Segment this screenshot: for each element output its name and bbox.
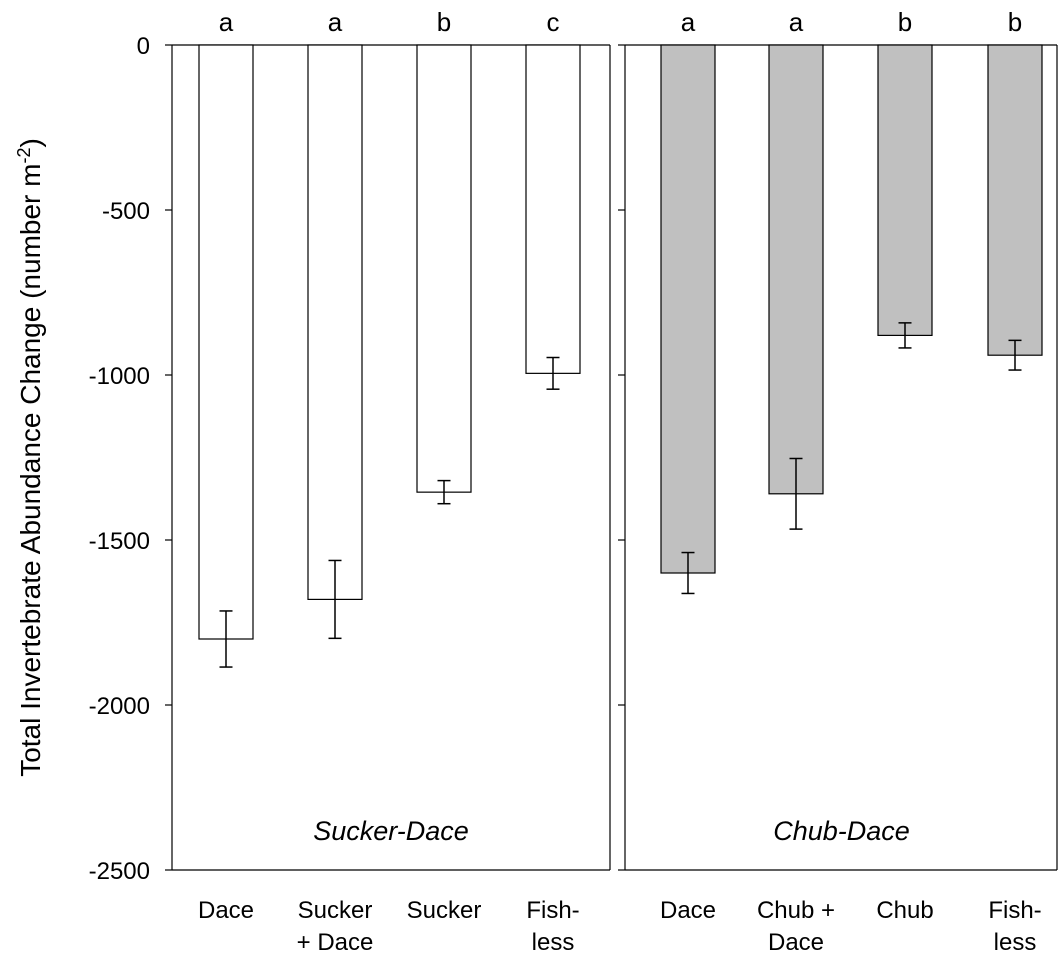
panel-1-bar-3 — [416, 44, 472, 493]
significance-letter: a — [219, 7, 234, 37]
x-category-label: Fish- — [526, 897, 579, 924]
y-tick-label: 0 — [137, 33, 150, 60]
x-category-label: less — [994, 929, 1037, 956]
panel-2-bar-4 — [987, 44, 1043, 356]
y-tick-label: -1000 — [89, 363, 150, 390]
y-axis-label-close: ) — [15, 138, 46, 147]
significance-letter: b — [898, 7, 912, 37]
y-tick-label: -2500 — [89, 858, 150, 885]
x-category-label: Dace — [768, 929, 824, 956]
y-tick-label: -2000 — [89, 693, 150, 720]
panel-2-bar-3 — [877, 44, 933, 336]
significance-letter: a — [681, 7, 696, 37]
significance-letter: a — [789, 7, 804, 37]
panel-1-bar-4 — [525, 44, 581, 374]
panel-2-bar-1 — [660, 44, 716, 574]
significance-letter: b — [437, 7, 451, 37]
y-axis-label: Total Invertebrate Abundance Change (num… — [14, 138, 46, 777]
x-category-label: Chub — [876, 897, 933, 924]
y-tick-label: -1500 — [89, 528, 150, 555]
x-category-label: + Dace — [297, 929, 374, 956]
x-category-label: Fish- — [988, 897, 1041, 924]
y-tick-label: -500 — [102, 198, 150, 225]
x-category-label: Chub + — [757, 897, 835, 924]
panel-1-title: Sucker-Dace — [313, 816, 469, 846]
significance-letter: a — [328, 7, 343, 37]
x-category-label: Dace — [660, 897, 716, 924]
y-axis-label-main: Total Invertebrate Abundance Change (num… — [15, 164, 46, 777]
x-category-label: Sucker — [407, 897, 482, 924]
y-axis-label-superscript: -2 — [14, 148, 34, 164]
panel-1-bar-1 — [198, 44, 254, 640]
x-category-label: less — [532, 929, 575, 956]
significance-letter: b — [1008, 7, 1022, 37]
panel-2-bar-2 — [768, 44, 824, 495]
significance-letter: c — [547, 7, 560, 37]
panel-1-bar-2 — [307, 44, 363, 601]
x-category-label: Dace — [198, 897, 254, 924]
panel-2-title: Chub-Dace — [773, 816, 910, 846]
x-category-label: Sucker — [298, 897, 373, 924]
